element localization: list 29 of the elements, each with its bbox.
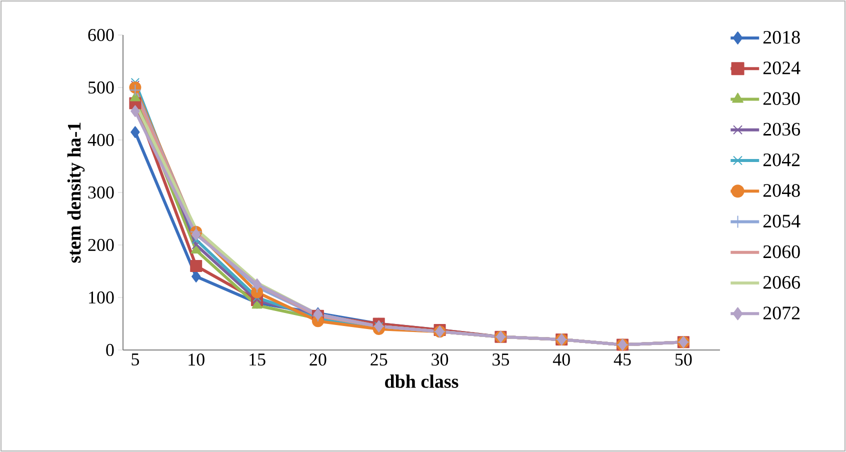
x-tick-label: 50 — [675, 354, 692, 366]
x-tick-label: 20 — [310, 354, 326, 366]
x-tick-label: 25 — [370, 354, 388, 366]
legend-label: 2024 — [763, 62, 800, 74]
legend-label: 2060 — [763, 245, 800, 258]
x-tick-label: 15 — [250, 354, 266, 366]
legend-label: 2048 — [763, 184, 800, 197]
x-tick-label: 5 — [132, 354, 139, 366]
legend-label: 2036 — [763, 122, 800, 136]
y-tick-label: 100 — [89, 291, 114, 304]
x-tick-label: 10 — [188, 354, 204, 366]
y-tick-label: 600 — [88, 28, 114, 42]
y-tick-label: 500 — [88, 81, 114, 94]
x-tick-label: 35 — [492, 354, 509, 366]
legend-label: 2072 — [763, 306, 800, 320]
x-tick-label: 40 — [552, 354, 570, 366]
legend-label: 2054 — [763, 214, 800, 228]
y-tick-label: 200 — [88, 238, 114, 252]
x-axis-title: dbh class — [385, 374, 458, 388]
legend-label: 2042 — [763, 153, 800, 166]
y-tick-label: 300 — [88, 186, 114, 199]
y-tick-label: 400 — [88, 134, 114, 146]
y-axis-title: stem density ha-1 — [67, 122, 85, 263]
legend-label: 2066 — [763, 276, 800, 289]
x-tick-label: 45 — [614, 354, 631, 366]
legend-label: 2030 — [763, 92, 800, 105]
y-tick-label: 0 — [106, 344, 114, 356]
legend-label: 2018 — [763, 30, 800, 44]
x-tick-label: 30 — [432, 354, 448, 366]
